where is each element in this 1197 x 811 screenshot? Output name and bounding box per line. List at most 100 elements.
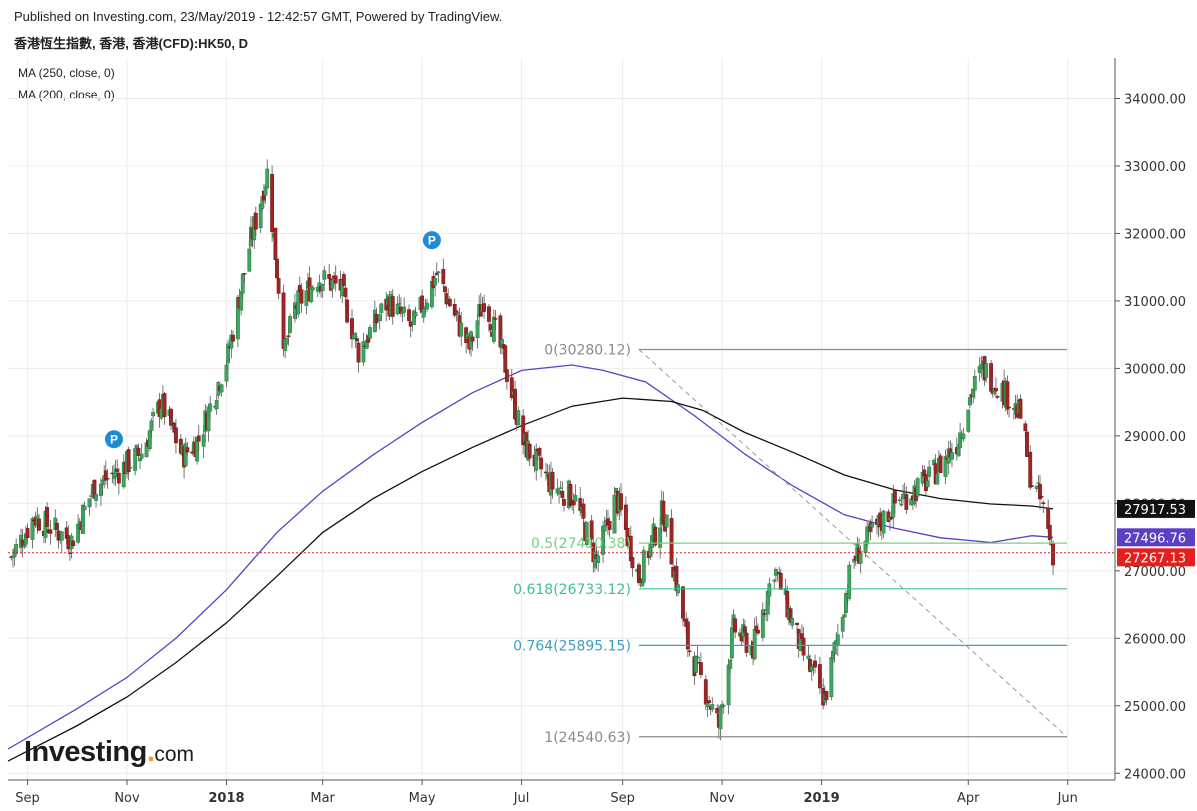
candle bbox=[778, 568, 783, 590]
candle bbox=[379, 302, 384, 322]
candle-body bbox=[1028, 451, 1033, 488]
candle-body bbox=[491, 316, 496, 342]
candle bbox=[878, 507, 883, 536]
pivot-marker: P bbox=[422, 231, 441, 250]
candle-body bbox=[995, 396, 1000, 398]
candle-body bbox=[185, 447, 190, 453]
candle-body bbox=[581, 503, 586, 519]
candle bbox=[162, 391, 167, 425]
candle-body bbox=[568, 484, 573, 507]
candle-body bbox=[638, 578, 643, 584]
candle-body bbox=[162, 393, 167, 417]
candle-body bbox=[66, 535, 71, 550]
candle bbox=[25, 523, 30, 541]
ma250-legend[interactable]: MA (250, close, 0) bbox=[18, 66, 115, 80]
candle bbox=[138, 458, 142, 470]
price-tick-label: 27000.00 bbox=[1124, 565, 1186, 580]
candle bbox=[469, 330, 473, 357]
candle-body bbox=[653, 526, 658, 546]
price-label: 27267.13 bbox=[1117, 548, 1195, 567]
candle bbox=[503, 344, 508, 373]
price-tick-label: 30000.00 bbox=[1124, 362, 1186, 377]
candle bbox=[330, 277, 335, 298]
candle-body bbox=[116, 472, 121, 484]
candle-body bbox=[456, 312, 460, 314]
fib-level-label: 0(30280.12) bbox=[544, 342, 631, 358]
candle-body bbox=[433, 278, 438, 286]
candle bbox=[995, 394, 1000, 400]
candle-body bbox=[288, 316, 292, 333]
candle bbox=[881, 509, 886, 538]
candle-body bbox=[310, 287, 315, 290]
candle-body bbox=[402, 306, 407, 313]
candle bbox=[82, 501, 87, 511]
candle-body bbox=[235, 296, 240, 340]
candle-body bbox=[840, 616, 845, 632]
published-caption: Published on Investing.com, 23/May/2019 … bbox=[14, 9, 503, 24]
candle bbox=[270, 165, 275, 242]
candle-body bbox=[899, 503, 904, 506]
candle bbox=[482, 294, 486, 319]
candle bbox=[1038, 475, 1042, 510]
candle-body bbox=[1034, 485, 1039, 489]
candle-body bbox=[214, 400, 219, 409]
candle bbox=[433, 275, 438, 297]
candle bbox=[557, 488, 561, 504]
candle bbox=[630, 553, 635, 577]
candle bbox=[322, 265, 327, 286]
candle-body bbox=[612, 494, 617, 534]
candle-body bbox=[273, 227, 278, 261]
candle-body bbox=[71, 540, 76, 547]
candle-body bbox=[87, 498, 92, 508]
investing-logo[interactable]: Investing.com bbox=[24, 736, 195, 768]
candle bbox=[539, 447, 544, 478]
candle-body bbox=[743, 626, 747, 633]
candle-body bbox=[694, 655, 698, 673]
candle bbox=[309, 282, 314, 304]
candle-body bbox=[813, 660, 817, 668]
candle-body bbox=[972, 376, 977, 391]
price-label: 27496.76 bbox=[1117, 528, 1195, 547]
candle-body bbox=[584, 522, 589, 545]
candle-body bbox=[557, 489, 561, 495]
candle bbox=[927, 460, 932, 488]
candle-body bbox=[897, 499, 902, 501]
candle-body bbox=[607, 521, 612, 530]
time-tick-label: 2018 bbox=[208, 791, 244, 806]
candle bbox=[273, 227, 278, 261]
candle-body bbox=[829, 657, 834, 698]
candle-body bbox=[935, 473, 940, 485]
candle-body bbox=[286, 335, 291, 337]
candle-body bbox=[345, 299, 350, 323]
candle bbox=[829, 656, 834, 701]
candle bbox=[288, 313, 292, 335]
candle-body bbox=[354, 338, 359, 342]
time-tick-label: Sep bbox=[15, 791, 40, 806]
candle-body bbox=[915, 478, 920, 497]
candle bbox=[938, 453, 943, 474]
candle bbox=[214, 394, 219, 415]
candle-body bbox=[778, 572, 783, 590]
candle-body bbox=[687, 650, 692, 652]
candle-body bbox=[493, 318, 498, 320]
candle bbox=[573, 484, 578, 505]
candle-body bbox=[943, 456, 948, 478]
candle bbox=[1034, 485, 1039, 493]
candle-body bbox=[726, 664, 731, 706]
time-tick-label: Sep bbox=[610, 791, 635, 806]
candle bbox=[640, 582, 645, 587]
candle bbox=[133, 444, 138, 476]
candle-body bbox=[527, 443, 532, 459]
candle-body bbox=[661, 500, 666, 524]
time-tick-label: Apr bbox=[957, 791, 980, 806]
candle-body bbox=[265, 168, 270, 189]
candle-body bbox=[537, 447, 542, 456]
candle bbox=[226, 339, 230, 372]
candle bbox=[71, 539, 76, 547]
price-label-text: 27496.76 bbox=[1124, 531, 1186, 546]
candle-body bbox=[1023, 423, 1028, 431]
candle-body bbox=[170, 421, 175, 424]
candle-body bbox=[593, 551, 597, 568]
candle bbox=[685, 617, 690, 658]
